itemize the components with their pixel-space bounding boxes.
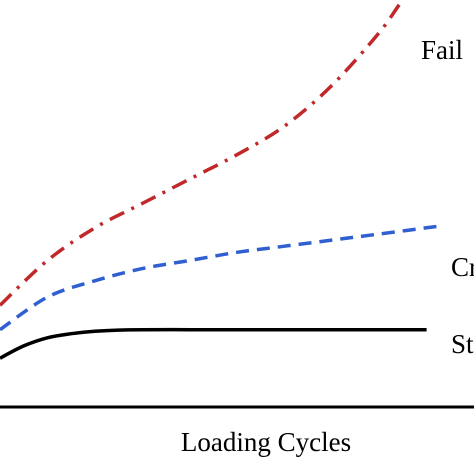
- series-label-fail: Fail: [421, 35, 463, 65]
- series-line-cr: [0, 224, 442, 332]
- series-label-st: St: [451, 329, 474, 359]
- series-label-cr: Cr: [451, 252, 474, 282]
- series-line-st: [0, 327, 427, 360]
- x-axis-label: Loading Cycles: [181, 427, 351, 457]
- series-line-fail: [0, 0, 406, 307]
